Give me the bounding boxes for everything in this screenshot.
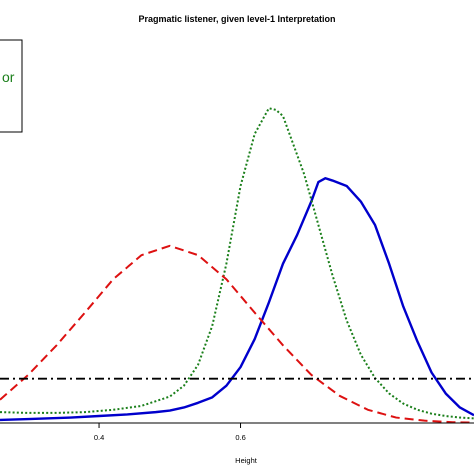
x-tick-label: 0.4 (94, 433, 104, 442)
x-ticks: 0.4 0.6 (94, 423, 246, 442)
x-tick-label: 0.6 (235, 433, 245, 442)
chart-title: Pragmatic listener, given level-1 Interp… (138, 14, 335, 24)
legend-entry-text: or (2, 69, 15, 85)
series-line-solid (0, 177, 474, 422)
series-line-dashed (0, 244, 474, 424)
x-axis-label: Height (235, 456, 258, 465)
legend-box (0, 39, 23, 133)
series-layer (0, 107, 474, 424)
